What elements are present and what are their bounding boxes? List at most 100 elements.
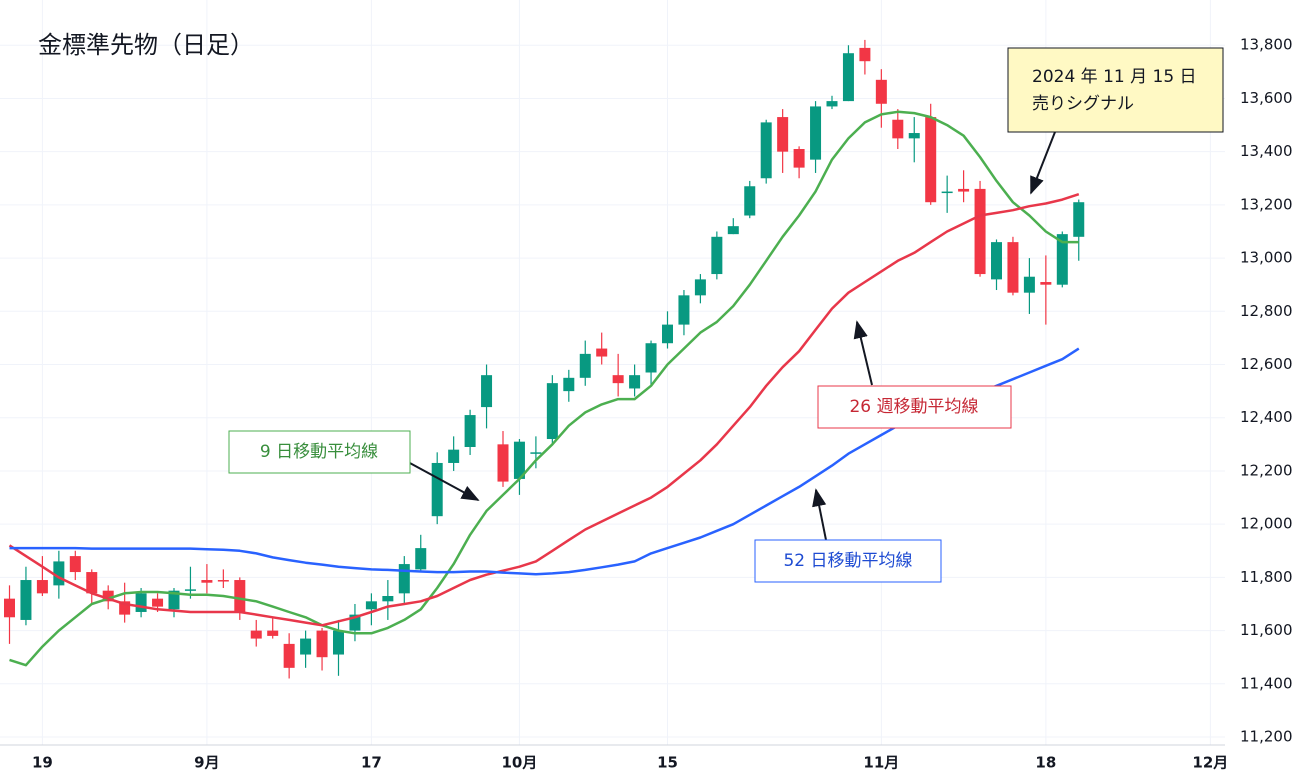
candle-body [102,590,114,602]
moving-average-line [9,110,1079,667]
y-tick-label: 11,400 [1240,674,1293,692]
y-tick-label: 12,800 [1240,302,1293,320]
candle-body [859,47,871,62]
arrow [853,320,873,386]
moving-average-line [8,193,1080,627]
chart-title: 金標準先物（日足） [38,31,254,59]
candle-body [678,295,690,325]
y-tick-label: 13,000 [1240,249,1293,267]
y-tick-label: 13,600 [1240,89,1293,107]
candle-body [69,556,81,573]
candle-body [727,226,739,235]
y-tick-label: 12,400 [1240,408,1293,426]
y-tick-label: 11,600 [1240,621,1293,639]
candle-body [283,643,295,668]
annotations: 9 日移動平均線 26 週移動平均線 52 日移動平均線 2024 年 11 月… [228,47,1224,583]
candle-body [892,119,904,139]
candle-body [793,149,805,168]
candle-body [612,375,624,384]
arrow [1030,131,1056,195]
arrow [812,488,827,541]
candle-body [777,117,789,152]
series-label: 26 週移動平均線 [849,397,978,417]
candle-body [217,580,229,582]
candle-body [184,589,196,591]
candle-body [530,452,542,454]
candle-body [415,548,427,570]
candle-body [563,377,575,392]
candle-body [448,449,460,463]
candle-body [513,441,525,479]
candle-body [629,375,641,389]
candle-body [382,596,394,602]
candle-body [53,561,65,586]
candle-body [234,580,246,612]
series-label: 9 日移動平均線 [260,442,378,462]
annotation-box [1007,47,1224,133]
plot [4,39,1085,679]
candle-body [908,133,920,139]
x-tick-label: 19 [32,754,53,772]
candle-body [579,353,591,378]
annotation: 売りシグナル [1032,94,1134,114]
candle-body [250,630,262,639]
candle-body [365,601,377,610]
x-tick-label: 11月 [863,754,899,772]
candle-body [925,117,937,203]
candle-body [497,444,509,482]
candle-body [1023,276,1035,293]
candle-body [711,236,723,275]
candle-body [1073,202,1085,237]
candle-body [152,598,164,607]
candle-body [267,630,279,636]
candle-body [842,53,854,102]
candle-body [810,106,822,160]
candle-body [1040,282,1052,285]
y-tick-label: 13,800 [1240,36,1293,54]
x-tick-label: 18 [1035,754,1056,772]
y-tick-label: 13,200 [1240,195,1293,213]
candle-body [349,614,361,631]
candle-body [119,601,131,615]
candle-body [1056,234,1068,285]
candle-body [1007,242,1019,293]
candle-body [662,324,673,344]
candle-body [4,598,15,618]
label-box [817,385,1012,429]
candle-body [991,242,1002,280]
arrow [407,461,480,501]
label-box [228,430,411,474]
candle-body [135,593,147,612]
candle-body [36,580,48,594]
y-tick-label: 13,400 [1240,142,1293,160]
candle-body [694,279,706,296]
candle-body [546,383,558,440]
candle-body [168,590,180,610]
candle-body [941,191,953,194]
candle-body [86,572,98,594]
candle-body [875,79,887,104]
candle-body [333,630,344,655]
candle-body [481,375,493,408]
candle-body [431,462,443,517]
x-tick-label: 15 [657,754,678,772]
x-tick-label: 10月 [502,754,538,772]
label-box [754,539,942,583]
candle-body [316,630,328,658]
y-tick-label: 11,200 [1240,728,1293,746]
x-tick-label: 12月 [1192,754,1228,772]
candle-body [596,348,608,357]
y-tick-label: 12,600 [1240,355,1293,373]
candle-body [20,580,32,620]
series-label: 52 日移動平均線 [783,551,912,571]
candle-body [201,580,213,583]
candle-body [744,186,756,216]
candle-body [958,188,970,192]
candle-body [398,564,410,594]
candle-body [464,415,476,447]
candle-body [760,122,772,179]
candle-body [645,343,657,373]
x-tick-label: 9月 [194,754,219,772]
candle-body [826,101,838,107]
